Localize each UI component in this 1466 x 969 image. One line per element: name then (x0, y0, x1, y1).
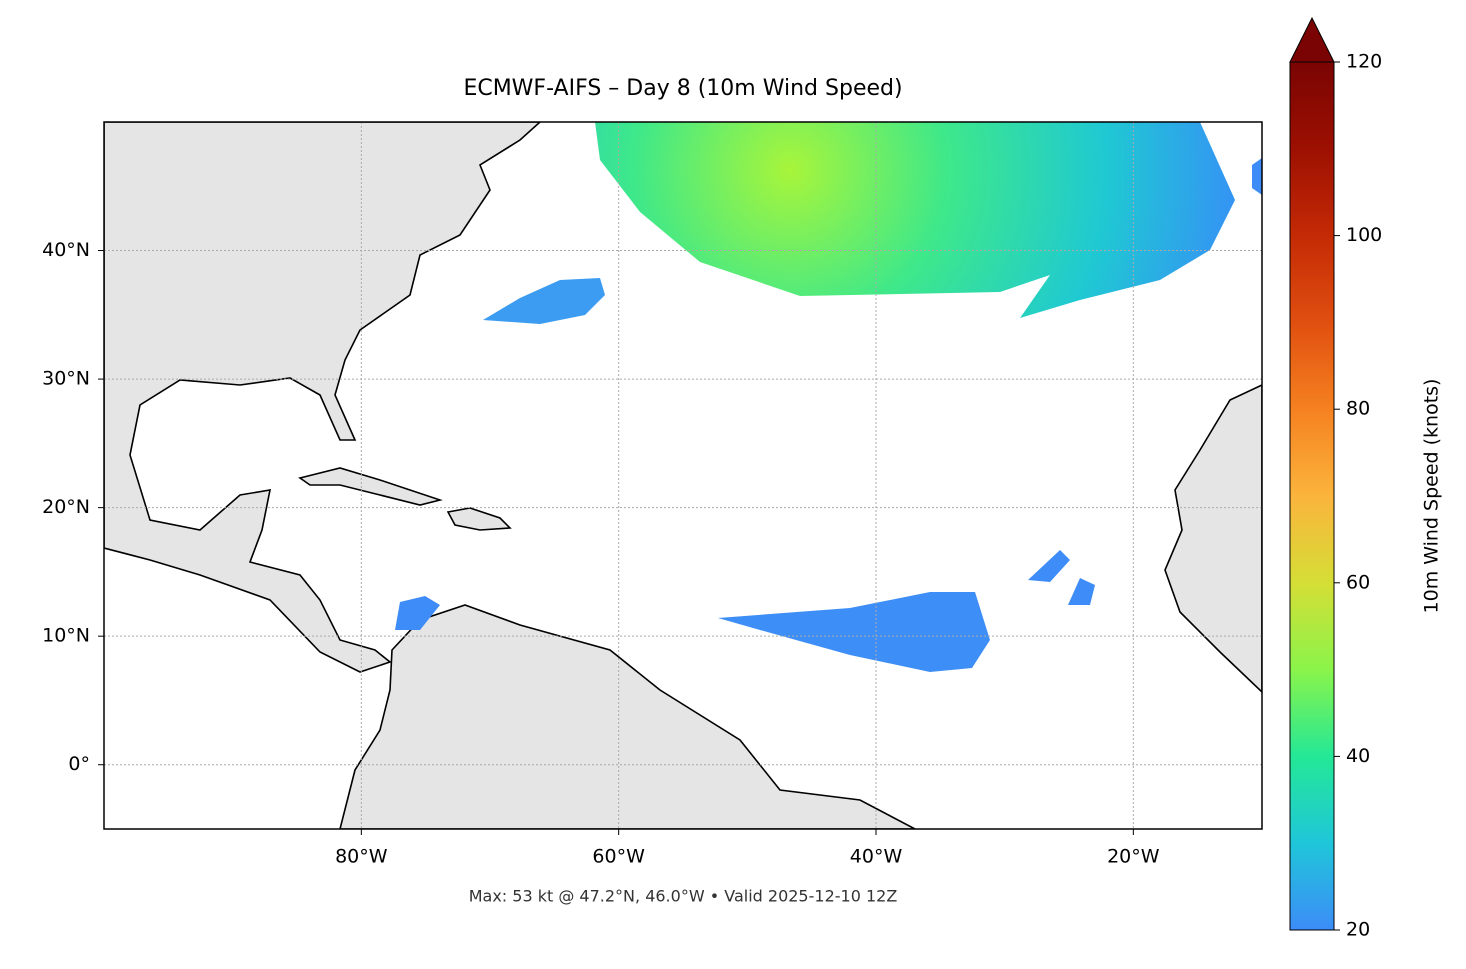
colorbar-extend (1289, 16, 1335, 63)
north-america (104, 122, 542, 673)
wind-patch (1028, 550, 1095, 605)
colorbar-tick-label: 60 (1346, 571, 1370, 593)
colorbar-tick-label: 120 (1346, 51, 1382, 73)
y-tick-label: 30°N (42, 368, 90, 390)
colorbar-tick-label: 40 (1346, 745, 1370, 767)
y-tick-label: 0° (68, 753, 90, 775)
colorbar-tick-label: 80 (1346, 398, 1370, 420)
colorbar-tick-label: 100 (1346, 224, 1382, 246)
wind-north-atlantic (595, 122, 1235, 318)
africa (1164, 384, 1262, 694)
grid (104, 122, 1262, 829)
south-america (339, 604, 916, 829)
x-tick-label: 60°W (592, 846, 645, 868)
footer-note: Max: 53 kt @ 47.2°N, 46.0°W • Valid 2025… (469, 887, 898, 906)
y-tick-label: 40°N (42, 239, 90, 261)
colorbar-label: 10m Wind Speed (knots) (1421, 379, 1443, 614)
colorbar-tick-label: 20 (1346, 919, 1370, 941)
x-tick-label: 40°W (850, 846, 903, 868)
wind-patch (718, 592, 990, 672)
wind-patch (483, 278, 605, 324)
y-tick-label: 20°N (42, 496, 90, 518)
chart-title: ECMWF-AIFS – Day 8 (10m Wind Speed) (463, 76, 902, 101)
y-tick-label: 10°N (42, 625, 90, 647)
x-tick-label: 20°W (1107, 846, 1160, 868)
colorbar (1289, 61, 1335, 931)
map (104, 122, 1262, 829)
cuba (298, 467, 443, 506)
hispaniola (446, 507, 512, 531)
x-tick-label: 80°W (335, 846, 388, 868)
map-frame (103, 121, 1263, 830)
wind-patch (1252, 158, 1262, 195)
wind-patch (395, 596, 440, 630)
